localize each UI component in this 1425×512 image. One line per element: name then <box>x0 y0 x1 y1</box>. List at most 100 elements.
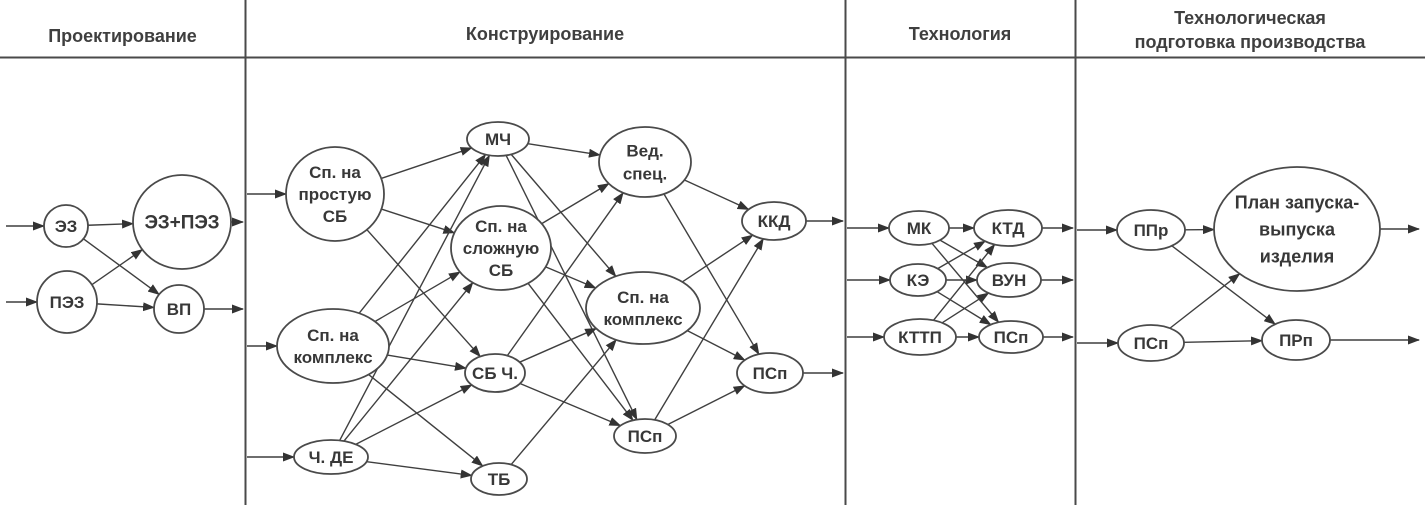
node-label-vp: ВП <box>167 300 192 319</box>
node-pez: ПЭЗ <box>36 270 98 334</box>
node-shape-tb <box>470 462 528 496</box>
edge-sp_kompl_a-to-sp_slozh <box>374 271 461 323</box>
node-label-ppr: ППр <box>1134 221 1169 240</box>
node-shape-ktd <box>973 209 1043 247</box>
node-shape-prp <box>1261 319 1331 361</box>
node-shape-pez <box>36 270 98 334</box>
node-label-pez: ПЭЗ <box>50 293 85 312</box>
node-ke: КЭ <box>889 263 947 297</box>
node-vun: ВУН <box>976 262 1042 298</box>
node-label-ktd: КТД <box>992 219 1025 238</box>
node-label-mch: МЧ <box>485 130 511 149</box>
node-prp: ПРп <box>1261 319 1331 361</box>
edge-sp_slozh-to-psp_mid <box>527 282 634 422</box>
node-label-psp4: ПСп <box>1134 334 1169 353</box>
node-label-ch_de: Ч. ДЕ <box>309 448 354 467</box>
edge-ch_de-to-mch <box>339 154 491 441</box>
column-header-design: Проектирование <box>48 26 197 46</box>
edge-sp_slozh-to-ved_spec <box>541 183 610 225</box>
node-shape-plan <box>1213 166 1381 292</box>
edge-sb_ch-to-ved_spec <box>506 191 624 357</box>
edge-tb-to-sp_kompl_b <box>510 339 617 466</box>
node-mk: МК <box>888 210 950 246</box>
node-shape-ppr <box>1116 209 1186 251</box>
edge-kttp-to-vun <box>941 292 990 324</box>
node-label-sb_ch: СБ Ч. <box>472 364 518 383</box>
edge-ch_de-to-sp_slozh <box>343 281 474 442</box>
node-label-ez: ЭЗ <box>55 217 78 236</box>
edge-mk-to-psp3 <box>931 242 1000 324</box>
node-shape-vun <box>976 262 1042 298</box>
column-header-engineering: Конструирование <box>465 24 625 44</box>
column-header-technology: Технология <box>908 24 1012 44</box>
node-ez: ЭЗ <box>43 204 89 248</box>
node-ppr: ППр <box>1116 209 1186 251</box>
node-psp_out2: ПСп <box>736 352 804 394</box>
edge-psp4-to-plan <box>1169 273 1241 329</box>
node-shape-psp_mid <box>613 418 677 454</box>
edge-ez-to-ezpez <box>87 219 135 229</box>
node-label-kttp: КТТП <box>898 328 942 347</box>
node-label-psp_mid: ПСп <box>628 427 663 446</box>
edge-sb_ch-to-sp_kompl_b <box>519 327 598 363</box>
node-shape-sp_slozh <box>450 205 552 291</box>
node-sb_ch: СБ Ч. <box>464 353 526 393</box>
column-header-production-preparation: Технологическая подготовка производства <box>1134 8 1366 52</box>
node-shape-sb_ch <box>464 353 526 393</box>
edge-sp_kompl_b-to-psp_out2 <box>686 330 746 361</box>
edge-mch-to-psp_mid <box>505 155 638 421</box>
node-vp: ВП <box>153 284 205 334</box>
node-shape-sp_prost <box>285 146 385 242</box>
node-label-sp_kompl_a: Сп. на комплекс <box>293 326 372 367</box>
node-tb: ТБ <box>470 462 528 496</box>
node-sp_kompl_a: Сп. на комплекс <box>276 308 390 384</box>
node-shape-sp_kompl_a <box>276 308 390 384</box>
edge-ez-to-vp <box>83 238 160 296</box>
node-psp3: ПСп <box>978 320 1044 354</box>
node-shape-psp3 <box>978 320 1044 354</box>
node-psp4: ПСп <box>1117 324 1185 362</box>
edge-ved_spec-to-kkd <box>684 179 750 211</box>
node-sp_prost: Сп. на простую СБ <box>285 146 385 242</box>
node-ved_spec: Вед. спец. <box>598 126 692 198</box>
node-shape-vp <box>153 284 205 334</box>
node-label-ke: КЭ <box>907 271 930 290</box>
node-shape-psp4 <box>1117 324 1185 362</box>
node-shape-ved_spec <box>598 126 692 198</box>
node-label-sp_slozh: Сп. на сложную СБ <box>463 217 539 280</box>
node-shape-ke <box>889 263 947 297</box>
node-label-plan: План запуска-выпуска изделия <box>1235 192 1359 266</box>
edge-ved_spec-to-psp_out2 <box>663 193 760 356</box>
node-psp_mid: ПСп <box>613 418 677 454</box>
node-label-sp_prost: Сп. на простую СБ <box>299 163 372 226</box>
edge-ch_de-to-tb <box>366 460 473 479</box>
edge-mch-to-ved_spec <box>527 142 601 158</box>
node-kttp: КТТП <box>883 318 957 356</box>
node-shape-ezpez <box>132 174 232 270</box>
node-label-psp3: ПСп <box>994 328 1029 347</box>
edge-psp4-to-prp <box>1183 336 1264 346</box>
edge-kttp-to-ktd <box>932 243 996 321</box>
edge-ch_de-to-sb_ch <box>355 384 473 445</box>
edge-sp_slozh-to-sp_kompl_b <box>545 266 597 289</box>
node-sp_kompl_b: Сп. на комплекс <box>585 271 701 345</box>
node-plan: План запуска-выпуска изделия <box>1213 166 1381 292</box>
node-ktd: КТД <box>973 209 1043 247</box>
node-ezpez: ЭЗ+ПЭЗ <box>132 174 232 270</box>
node-label-prp: ПРп <box>1279 331 1313 350</box>
edge-pez-to-vp <box>96 302 156 312</box>
node-label-ezpez: ЭЗ+ПЭЗ <box>144 213 219 234</box>
node-ch_de: Ч. ДЕ <box>293 439 369 475</box>
edge-sb_ch-to-psp_mid <box>519 382 622 427</box>
node-mch: МЧ <box>466 121 530 157</box>
edge-mch-to-sp_kompl_b <box>510 153 617 278</box>
node-shape-kttp <box>883 318 957 356</box>
node-label-kkd: ККД <box>758 212 791 231</box>
edge-pez-to-ezpez <box>91 249 144 286</box>
node-label-tb: ТБ <box>488 470 511 489</box>
node-kkd: ККД <box>741 201 807 241</box>
node-label-vun: ВУН <box>992 271 1026 290</box>
edge-ke-to-ktd <box>937 240 986 270</box>
